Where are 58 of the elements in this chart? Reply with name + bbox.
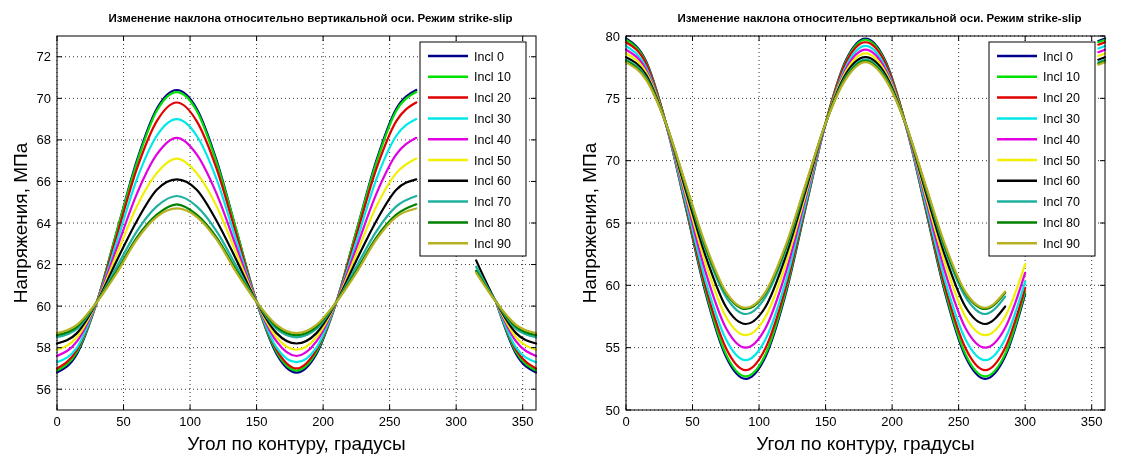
- legend-label: Incl 70: [474, 195, 511, 210]
- legend-label: Incl 90: [1043, 236, 1080, 251]
- legend-label: Incl 90: [474, 236, 511, 251]
- y-tick-label: 66: [36, 173, 51, 189]
- y-tick-label: 60: [605, 277, 620, 293]
- y-tick-label: 68: [36, 132, 51, 148]
- x-tick-label: 300: [1014, 414, 1037, 429]
- legend-label: Incl 60: [1043, 174, 1080, 189]
- legend-label: Incl 60: [474, 174, 511, 189]
- y-tick-label: 60: [36, 298, 51, 314]
- x-axis-title: Угол по контуру, градусы: [187, 433, 406, 454]
- legend-label: Incl 50: [1043, 153, 1080, 168]
- legend-label: Incl 0: [1043, 49, 1073, 64]
- x-tick-label: 0: [53, 414, 61, 429]
- y-tick-label: 50: [605, 402, 620, 418]
- x-tick-label: 200: [312, 414, 334, 429]
- legend-label: Incl 0: [474, 49, 504, 64]
- legend-label: Incl 10: [1043, 70, 1080, 85]
- legend-label: Incl 20: [1043, 91, 1080, 106]
- x-tick-label: 250: [947, 414, 970, 429]
- y-tick-label: 65: [605, 215, 620, 231]
- y-tick-label: 64: [36, 215, 51, 231]
- x-tick-label: 100: [748, 414, 770, 429]
- legend-label: Incl 20: [474, 91, 511, 106]
- y-tick-label: 58: [36, 340, 51, 356]
- x-tick-label: 50: [685, 414, 700, 429]
- x-tick-label: 350: [1080, 414, 1103, 429]
- legend-label: Incl 80: [474, 215, 511, 230]
- x-tick-label: 150: [814, 414, 837, 429]
- legend-label: Incl 40: [474, 132, 511, 147]
- x-tick-label: 0: [622, 414, 630, 429]
- y-axis-title: Напряжения, МПа: [10, 142, 31, 304]
- y-tick-label: 70: [36, 90, 51, 106]
- y-tick-label: 56: [36, 381, 51, 397]
- y-tick-label: 72: [36, 49, 51, 65]
- y-axis-title: Напряжения, МПа: [579, 142, 600, 304]
- y-tick-label: 75: [605, 90, 620, 106]
- legend-label: Incl 80: [1043, 215, 1080, 230]
- legend-label: Incl 40: [1043, 132, 1080, 147]
- x-tick-label: 300: [445, 414, 468, 429]
- x-tick-label: 350: [511, 414, 534, 429]
- y-tick-label: 70: [605, 153, 620, 169]
- legend-label: Incl 10: [474, 70, 511, 85]
- chart-title: Изменение наклона относительно вертикальной оси. Режим strike-slip: [677, 12, 1082, 24]
- chart-title: Изменение наклона относительно вертикальной оси. Режим strike-slip: [108, 12, 513, 24]
- legend-label: Incl 30: [1043, 111, 1080, 126]
- y-tick-label: 80: [605, 28, 620, 44]
- legend-label: Incl 70: [1043, 195, 1080, 210]
- x-tick-label: 100: [179, 414, 201, 429]
- x-axis-title: Угол по контуру, градусы: [756, 433, 975, 454]
- y-tick-label: 62: [36, 257, 51, 273]
- legend-label: Incl 30: [474, 111, 511, 126]
- legend-label: Incl 50: [474, 153, 511, 168]
- x-tick-label: 200: [881, 414, 903, 429]
- x-tick-label: 50: [116, 414, 131, 429]
- x-tick-label: 250: [378, 414, 401, 429]
- x-tick-label: 150: [245, 414, 268, 429]
- y-tick-label: 55: [605, 340, 620, 356]
